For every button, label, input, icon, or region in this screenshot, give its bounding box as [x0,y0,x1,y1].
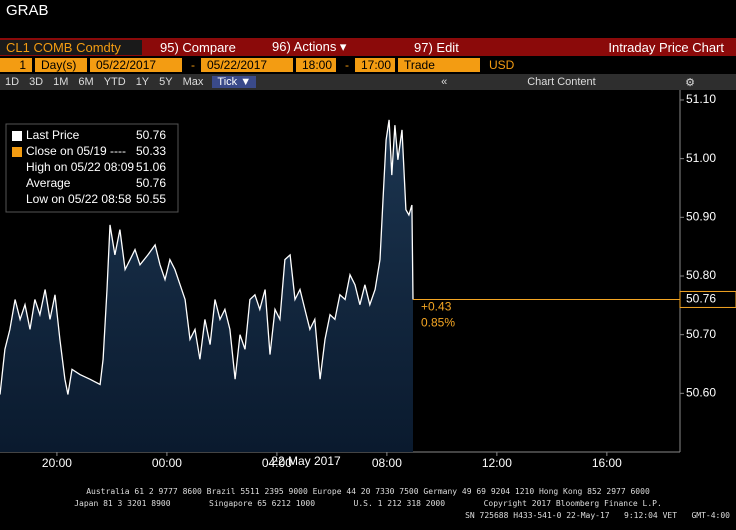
settings-button[interactable]: ⚙ [685,76,695,89]
title-bar: GRAB [0,0,736,20]
range-button[interactable]: 1M [53,76,69,88]
x-tick-label: 20:00 [42,456,72,470]
y-tick-label: 50.70 [686,327,716,341]
range-button[interactable]: 1D [5,76,20,88]
legend-label: Low on 05/22 08:58 [26,192,132,206]
footer-line: SN 725688 H433-541-0 22-May-17 9:12:04 V… [465,511,730,520]
range-button[interactable]: 5Y [159,76,173,88]
footer-line: Japan 81 3 3201 8900 Singapore 65 6212 1… [74,499,662,508]
change-pct: 0.85% [421,316,455,330]
last-price-box [679,290,736,308]
footer-line: Australia 61 2 9777 8600 Brazil 5511 239… [86,487,650,496]
y-tick-label: 51.00 [686,151,716,165]
y-tick-label: 50.80 [686,268,716,282]
x-tick-label: 00:00 [152,456,182,470]
y-tick-label: 50.60 [686,386,716,400]
compare-button[interactable]: 95) Compare [160,39,236,55]
legend-label: Close on 05/19 ---- [26,144,126,158]
x-tick-label: 04:00 [262,456,292,470]
legend-label: Last Price [26,128,80,142]
tick-button[interactable]: Tick ▼ [212,76,257,88]
date-label: 22 May 2017 [271,454,341,468]
window-title: GRAB [6,1,49,19]
currency: USD [489,58,515,72]
range-button[interactable]: Max [182,76,204,88]
legend-value: 50.55 [136,192,166,206]
range-button[interactable]: YTD [103,76,126,88]
y-tick-label: 51.10 [686,92,716,106]
date-sep: - [191,58,195,72]
start-date[interactable]: 05/22/2017 [90,58,182,72]
x-tick-label: 16:00 [592,456,622,470]
y-tick-label: 50.90 [686,209,716,223]
range-button[interactable]: 1Y [135,76,150,88]
legend-value: 50.33 [136,144,166,158]
collapse-button[interactable]: « [441,76,448,88]
legend-swatch [12,131,22,141]
function-title: Intraday Price Chart [608,39,724,55]
range-bar: 1D 3D 1M 6M YTD 1Y 5Y Max Tick ▼ « Chart Content… [0,74,736,90]
settings-bar: 1 Day(s) 05/22/2017 - 05/22/2017 18:00 -… [0,57,736,73]
x-tick-label: 12:00 [482,456,512,470]
price-line [0,119,414,395]
legend-box [5,123,179,213]
period-unit[interactable]: Day(s) [35,58,87,72]
legend-value: 51.06 [136,160,166,174]
actions-button[interactable]: 96) Actions ▾ [272,39,347,54]
start-time[interactable]: 18:00 [296,58,336,72]
legend-swatch [12,147,22,157]
end-time[interactable]: 17:00 [355,58,395,72]
edit-button[interactable]: 97) Edit [414,39,459,55]
range-button[interactable]: 3D [29,76,44,88]
chart: 22 May 2017 50.60 50.70 50.80 50.90 51.00 51.… [0,90,736,470]
field[interactable]: Trade [398,58,480,72]
security[interactable]: CL1 COMB Comdty [0,39,142,55]
last-price-label: 50.76 [686,292,716,306]
time-sep: - [345,58,349,72]
x-tick-label: 08:00 [372,456,402,470]
period-count[interactable]: 1 [0,58,32,72]
chart-content-button[interactable]: Chart Content [527,76,596,88]
change: +0.43 [421,300,452,314]
legend-label: Average [26,176,71,190]
toolbar: CL1 COMB Comdty 95) Compare 96) Actions … [0,38,736,56]
legend-label: High on 05/22 08:09 [26,160,134,174]
end-date[interactable]: 05/22/2017 [201,58,293,72]
range-button[interactable]: 6M [78,76,94,88]
legend-value: 50.76 [136,128,166,142]
legend-value: 50.76 [136,176,166,190]
area [0,119,414,453]
